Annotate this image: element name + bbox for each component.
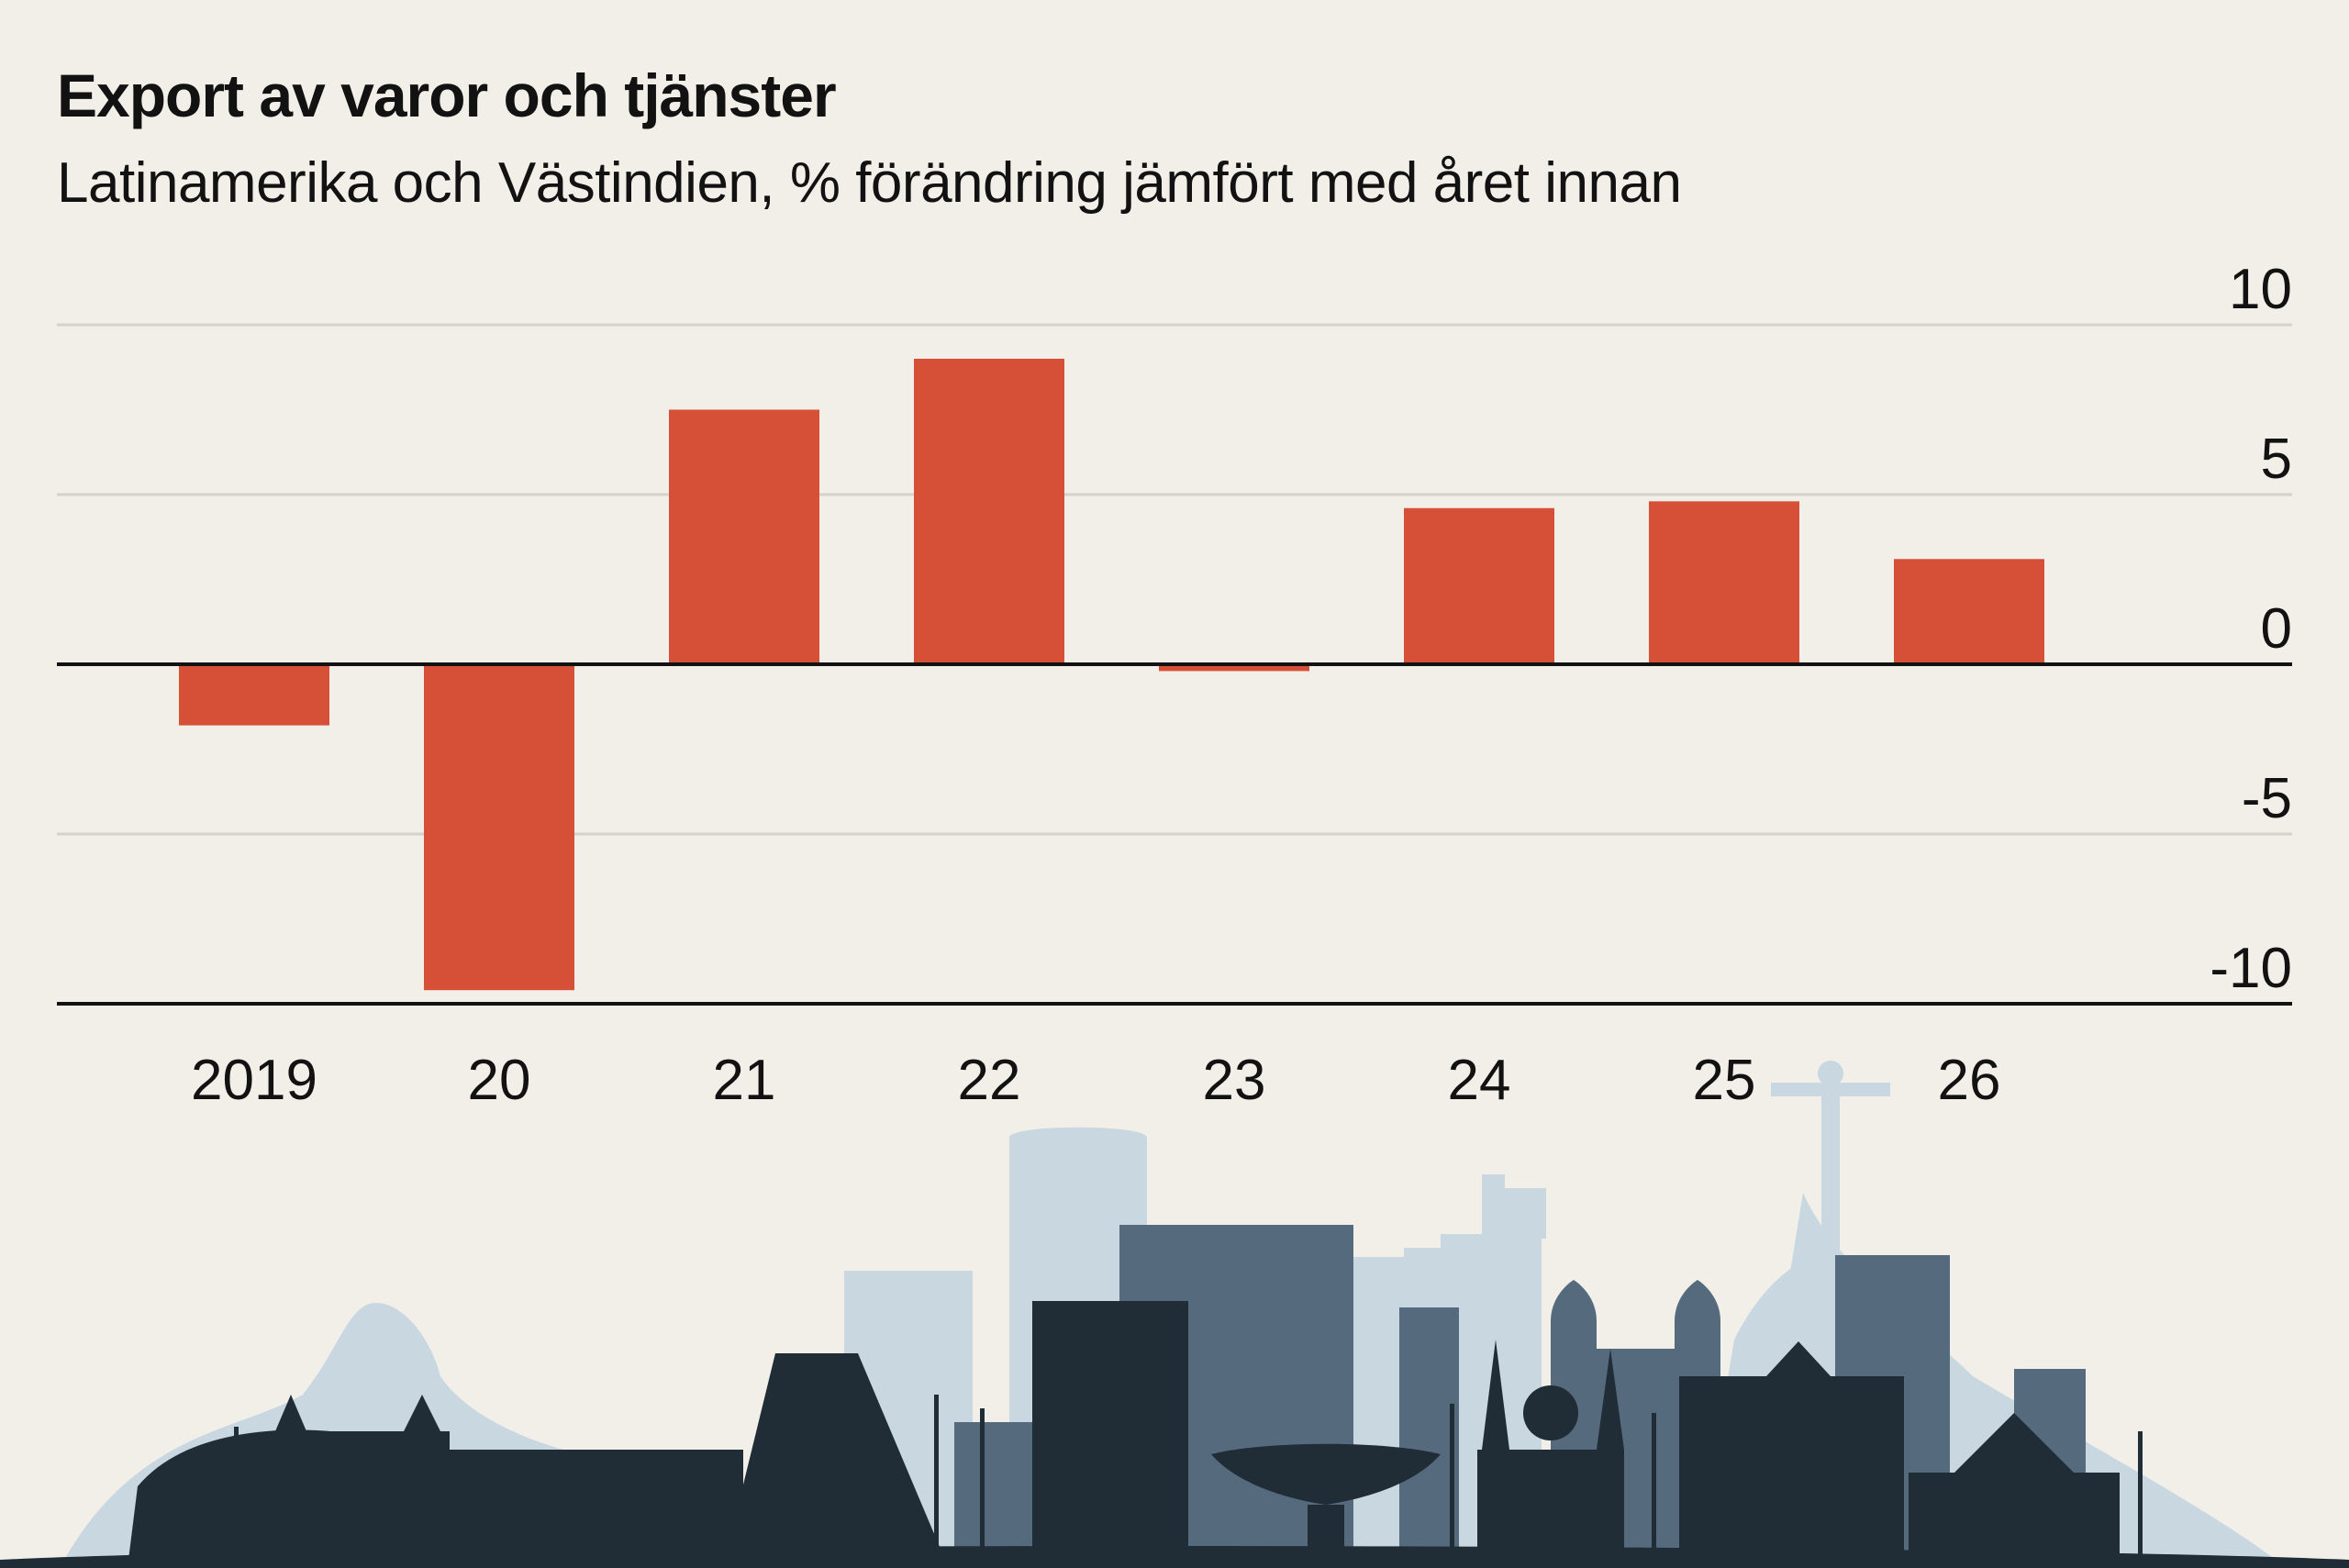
bar-26 (1894, 559, 2044, 664)
bar-23 (1159, 664, 1309, 672)
bar-2019 (179, 664, 329, 726)
bar-24 (1404, 507, 1554, 664)
x-tick-label: 20 (468, 1049, 531, 1112)
rio-skyline-illustration-icon (0, 1061, 2349, 1568)
y-tick-label: -10 (2210, 937, 2292, 1000)
x-tick-label: 2019 (191, 1049, 317, 1112)
x-tick-label: 25 (1693, 1049, 1756, 1112)
chart-title: Export av varor och tjänster (57, 61, 837, 129)
bar-25 (1649, 501, 1799, 664)
y-tick-label: 10 (2229, 258, 2292, 321)
y-tick-label: 0 (2261, 597, 2292, 661)
x-tick-label: 22 (958, 1049, 1021, 1112)
y-tick-label: 5 (2261, 428, 2292, 491)
bar-21 (669, 409, 819, 664)
x-tick-label: 23 (1203, 1049, 1266, 1112)
x-tick-label: 26 (1938, 1049, 2001, 1112)
y-tick-label: -5 (2242, 767, 2292, 830)
x-tick-label: 21 (713, 1049, 776, 1112)
x-tick-label: 24 (1448, 1049, 1511, 1112)
chart-subtitle: Latinamerika och Västindien, % förändrin… (57, 151, 1682, 215)
bar-22 (914, 359, 1064, 664)
bar-20 (424, 664, 574, 991)
